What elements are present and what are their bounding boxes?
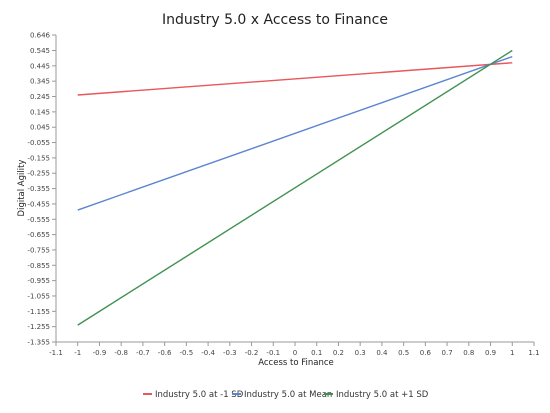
y-tick-label: -1.255	[27, 323, 50, 331]
y-tick-label: -0.655	[27, 231, 50, 239]
plot-area: -1.1 -1 -0.9 -0.8 -0.7 -0.6 -0.5 -0.4 -0.3 -0.2 -0…	[27, 32, 539, 358]
x-tick-label: -0.5	[180, 349, 194, 357]
y-tick-label: -0.255	[27, 170, 50, 178]
legend-label-2: Industry 5.0 at Mean	[244, 390, 332, 400]
x-tick-label: -1.1	[49, 349, 63, 357]
x-axis: -1.1 -1 -0.9 -0.8 -0.7 -0.6 -0.5 -0.4 -0.3 -0.2 -0…	[49, 341, 540, 357]
x-tick-label: 1	[510, 349, 514, 357]
x-tick-label: -0.3	[223, 349, 237, 357]
y-tick-label: 0.045	[30, 124, 50, 132]
x-axis-label: Access to Finance	[258, 358, 334, 368]
y-tick-label: 0.445	[30, 62, 50, 70]
y-tick-label: -0.455	[27, 200, 50, 208]
x-tick-label: 0.8	[463, 349, 474, 357]
y-tick-label: -0.155	[27, 154, 50, 162]
y-tick-label: 0.145	[30, 108, 50, 116]
y-axis-label: Digital Agility	[17, 160, 27, 217]
series-lines	[77, 49, 513, 326]
y-tick-label: -1.055	[27, 292, 50, 300]
legend-label-1: Industry 5.0 at -1 SD	[155, 390, 244, 400]
y-tick-label: -0.855	[27, 262, 50, 270]
y-tick-label: 0.345	[30, 78, 50, 86]
x-tick-label: 0.1	[311, 349, 322, 357]
x-tick-label: -0.2	[245, 349, 259, 357]
y-tick-label: 0.245	[30, 93, 50, 101]
x-tick-label: -0.4	[201, 349, 215, 357]
x-tick-label: 1.1	[528, 349, 539, 357]
x-tick-label: 0.7	[442, 349, 453, 357]
x-tick-label: 0.6	[420, 349, 432, 357]
x-tick-label: -0.7	[136, 349, 150, 357]
y-tick-label: 0.646	[30, 32, 51, 40]
y-tick-label: -0.055	[27, 139, 50, 147]
y-tick-label: 0.545	[30, 47, 50, 55]
y-tick-label: -1.155	[27, 308, 50, 316]
chart-title: Industry 5.0 x Access to Finance	[162, 12, 388, 28]
x-tick-label: 0.4	[376, 349, 388, 357]
y-tick-label: -0.955	[27, 277, 50, 285]
y-tick-label: -0.355	[27, 185, 50, 193]
x-tick-label: -0.9	[93, 349, 107, 357]
y-tick-label: -0.755	[27, 246, 50, 254]
x-tick-label: -1	[74, 349, 81, 357]
x-tick-label: -0.1	[266, 349, 280, 357]
legend-label-3: Industry 5.0 at +1 SD	[336, 390, 429, 400]
series-line-2	[77, 55, 513, 211]
series-line-1	[77, 62, 513, 96]
legend: Industry 5.0 at -1 SD Industry 5.0 at Mea…	[143, 390, 429, 400]
x-tick-label: 0.3	[355, 349, 366, 357]
x-tick-label: 0.9	[485, 349, 496, 357]
x-tick-label: 0	[293, 349, 297, 357]
x-tick-label: -0.6	[158, 349, 172, 357]
x-tick-label: 0.2	[333, 349, 344, 357]
y-tick-label: -1.355	[27, 339, 50, 347]
x-tick-label: -0.8	[114, 349, 128, 357]
series-line-3	[77, 49, 513, 326]
y-tick-label: -0.555	[27, 216, 50, 224]
y-axis: 0.646 0.545 0.445 0.345 0.245 0.145 0.045 -0.05…	[27, 32, 57, 347]
x-tick-label: 0.5	[398, 349, 409, 357]
